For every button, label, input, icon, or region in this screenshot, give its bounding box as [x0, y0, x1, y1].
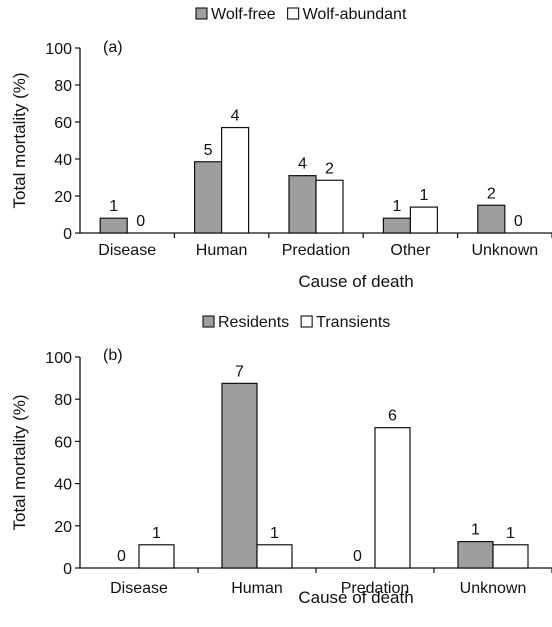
y-tick-label: 100	[45, 350, 72, 367]
bar-data-label: 0	[353, 548, 362, 565]
x-tick-label: Predation	[341, 580, 410, 597]
x-tick-label: Disease	[98, 242, 156, 259]
bar-series2	[221, 126, 250, 234]
bar-series2	[492, 544, 529, 569]
bar-data-label: 0	[514, 213, 523, 230]
x-tick-label: Unknown	[460, 580, 527, 597]
bar-series1	[477, 204, 506, 234]
y-axis-title: Total mortality (%)	[10, 394, 29, 530]
legend-swatch	[202, 315, 215, 328]
bar-data-label: 1	[419, 187, 428, 204]
y-tick-label: 40	[54, 477, 72, 494]
bar-data-label: 1	[506, 525, 515, 542]
x-tick-label: Unknown	[471, 242, 538, 259]
legend-swatch	[195, 7, 208, 20]
bar-series1	[221, 382, 258, 569]
bar-data-label: 7	[235, 363, 244, 380]
y-tick-label: 80	[54, 78, 72, 95]
bar-data-label: 4	[231, 108, 240, 125]
y-axis-title: Total mortality (%)	[10, 72, 29, 208]
legend-swatch	[287, 7, 300, 20]
bar-series2	[374, 427, 411, 569]
bar-data-label: 1	[392, 198, 401, 215]
x-axis-title: Cause of death	[298, 272, 413, 291]
legend-label: Residents	[218, 314, 289, 331]
y-tick-label: 60	[54, 115, 72, 132]
y-tick-label: 60	[54, 434, 72, 451]
bar-data-label: 1	[471, 522, 480, 539]
bar-series2	[256, 544, 293, 569]
x-tick-label: Human	[231, 580, 283, 597]
bar-data-label: 0	[136, 213, 145, 230]
panel-label: (b)	[103, 347, 123, 364]
bar-data-label: 1	[270, 525, 279, 542]
bar-series1	[194, 161, 223, 234]
legend-label: Wolf-free	[211, 6, 276, 23]
x-tick-label: Human	[196, 242, 248, 259]
y-tick-label: 40	[54, 152, 72, 169]
bar-data-label: 2	[487, 185, 496, 202]
bar-data-label: 4	[298, 156, 307, 173]
bar-series1	[382, 217, 411, 234]
y-tick-label: 0	[63, 226, 72, 243]
y-tick-label: 20	[54, 189, 72, 206]
x-axis-title: Cause of death	[298, 588, 413, 607]
y-tick-label: 20	[54, 519, 72, 536]
panel-label: (a)	[103, 39, 123, 56]
x-tick-label: Disease	[110, 580, 168, 597]
bar-series1	[457, 541, 494, 569]
bar-data-label: 1	[152, 525, 161, 542]
legend-swatch	[300, 315, 313, 328]
legend-label: Transients	[316, 314, 390, 331]
x-tick-label: Other	[390, 242, 431, 259]
bar-data-label: 5	[204, 142, 213, 159]
bar-series2	[409, 206, 438, 234]
bar-series1	[99, 217, 128, 234]
y-tick-label: 80	[54, 392, 72, 409]
bar-series1	[288, 175, 317, 234]
x-tick-label: Predation	[282, 242, 351, 259]
y-tick-label: 100	[45, 41, 72, 58]
bar-data-label: 2	[325, 160, 334, 177]
bar-data-label: 1	[109, 198, 118, 215]
bar-data-label: 0	[117, 548, 126, 565]
bar-series2	[138, 544, 175, 569]
bar-series2	[315, 179, 344, 234]
bar-data-label: 6	[388, 408, 397, 425]
legend-label: Wolf-abundant	[303, 6, 407, 23]
y-tick-label: 0	[63, 561, 72, 578]
